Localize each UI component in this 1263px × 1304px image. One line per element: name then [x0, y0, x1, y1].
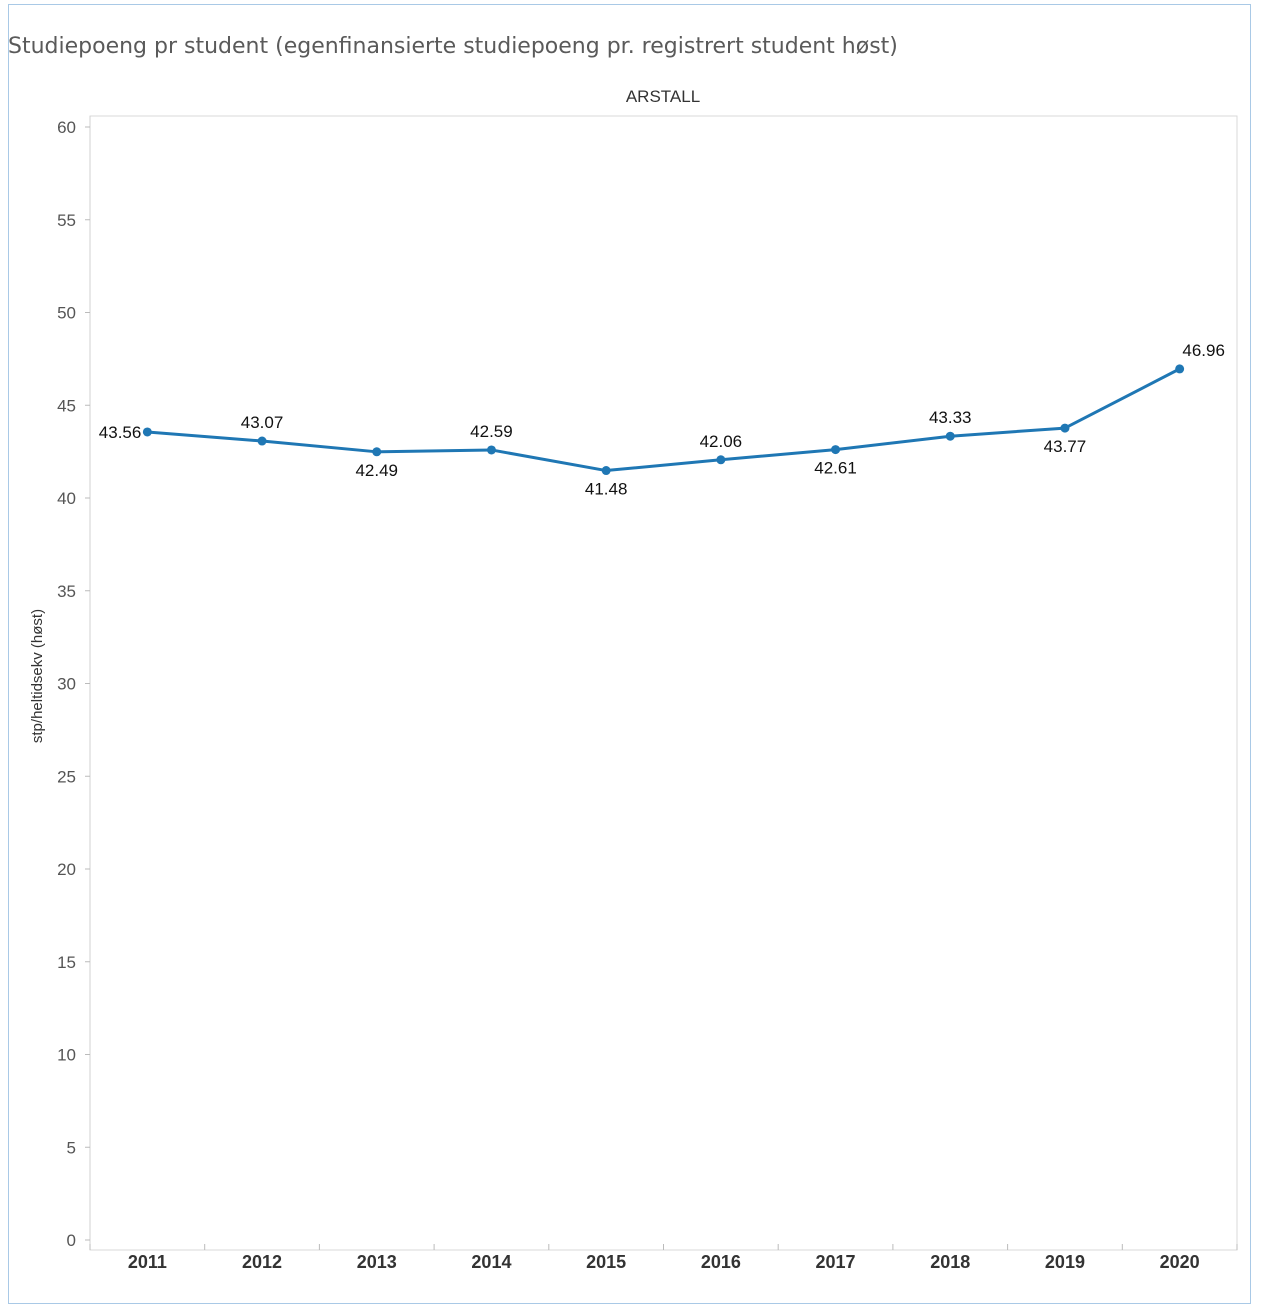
- y-tick-label: 60: [57, 118, 76, 137]
- data-label: 43.07: [241, 413, 284, 432]
- series-line: [147, 367, 1181, 473]
- data-point[interactable]: [716, 455, 726, 465]
- data-point[interactable]: [257, 436, 267, 446]
- y-tick-label: 30: [57, 675, 76, 694]
- y-tick-label: 20: [57, 860, 76, 879]
- y-tick-label: 40: [57, 489, 76, 508]
- data-label: 42.06: [700, 432, 743, 451]
- data-point[interactable]: [372, 447, 382, 457]
- y-tick-label: 10: [57, 1046, 76, 1065]
- data-label: 43.33: [929, 408, 972, 427]
- y-axis-ticks: 0 5 10 15 20 25 30 35 40 45 50 55 60: [57, 118, 90, 1250]
- x-tick-label: 2012: [242, 1252, 282, 1272]
- x-tick-label: 2013: [357, 1252, 397, 1272]
- y-tick-label: 55: [57, 211, 76, 230]
- data-label: 41.48: [585, 480, 628, 499]
- data-label: 46.96: [1182, 341, 1225, 360]
- y-tick-label: 15: [57, 953, 76, 972]
- x-axis-ticks: 2011 2012 2013 2014 2015 2016 2017 2018 2019 2020: [89, 1244, 1238, 1272]
- data-point[interactable]: [1175, 364, 1185, 374]
- x-tick-label: 2019: [1045, 1252, 1085, 1272]
- data-point[interactable]: [1060, 423, 1070, 433]
- x-tick-label: 2014: [471, 1252, 511, 1272]
- data-labels: 43.56 43.07 42.49 42.59 41.48 42.06 42.61 43.33…: [99, 341, 1225, 499]
- data-point[interactable]: [945, 431, 955, 441]
- y-tick-label: 25: [57, 767, 76, 786]
- series-line-group: [142, 364, 1185, 476]
- y-tick-label: 5: [67, 1138, 76, 1157]
- x-tick-label: 2018: [930, 1252, 970, 1272]
- y-tick-label: 45: [57, 396, 76, 415]
- data-point[interactable]: [601, 466, 611, 476]
- x-tick-label: 2015: [586, 1252, 626, 1272]
- data-label: 42.61: [814, 459, 857, 478]
- y-axis-title: stp/heltidsekv (høst): [29, 609, 46, 743]
- x-tick-label: 2017: [816, 1252, 856, 1272]
- x-tick-label: 2020: [1160, 1252, 1200, 1272]
- data-label: 42.59: [470, 422, 513, 441]
- data-point[interactable]: [142, 427, 152, 437]
- x-tick-label: 2016: [701, 1252, 741, 1272]
- data-label: 42.49: [355, 461, 398, 480]
- y-tick-label: 0: [67, 1231, 76, 1250]
- data-point[interactable]: [486, 445, 496, 455]
- y-tick-label: 50: [57, 304, 76, 323]
- x-tick-label: 2011: [128, 1252, 167, 1272]
- plot-area: [89, 115, 1238, 1251]
- y-tick-label: 35: [57, 582, 76, 601]
- chart-title: Studiepoeng pr student (egenfinansierte …: [8, 34, 898, 59]
- x-axis-title: ARSTALL: [626, 87, 700, 106]
- data-label: 43.56: [99, 423, 142, 442]
- data-point[interactable]: [831, 445, 841, 455]
- data-label: 43.77: [1044, 437, 1087, 456]
